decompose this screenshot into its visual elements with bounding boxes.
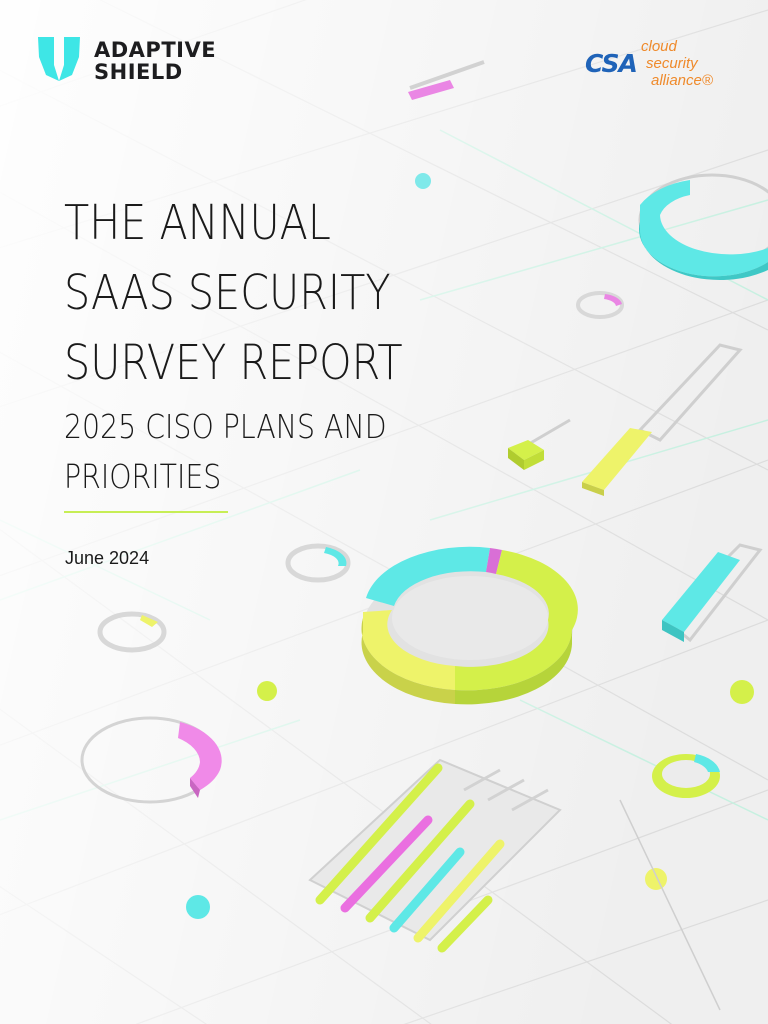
pink-bar-widget [408, 60, 485, 100]
donut-cyan-top-right [638, 173, 768, 281]
mini-ring-cyan-fill [324, 547, 347, 566]
csa-word-cloud: cloud [641, 38, 677, 55]
donut-chart-central [361, 546, 578, 705]
mini-ring-yellow [97, 611, 167, 653]
bar-chart-widget [308, 758, 562, 953]
mini-ring-pink [576, 291, 624, 319]
mini-ring-yellow-fill [140, 615, 158, 627]
report-date: June 2024 [65, 548, 150, 568]
csa-wordmark: cloud security alliance® [641, 38, 713, 89]
mini-ring-cyan [285, 543, 351, 583]
diagonal-line [619, 799, 721, 1011]
dot-cyan-small [415, 173, 431, 189]
adaptive-shield-logo: ADAPTIVE SHIELD [36, 35, 216, 87]
title-line-1: THE ANNUAL [64, 195, 331, 251]
dot-lime-right [730, 680, 754, 704]
mini-ring-pink-fill [604, 294, 622, 306]
accent-divider [64, 511, 228, 513]
brand-line-1: ADAPTIVE [94, 38, 217, 62]
dot-lime-left [257, 681, 277, 701]
report-subtitle: 2025 CISO PLANS AND PRIORITIES [64, 402, 425, 502]
adaptive-shield-wordmark: ADAPTIVE SHIELD [94, 39, 216, 83]
slot-bars [508, 343, 763, 643]
brand-line-2: SHIELD [94, 60, 183, 84]
title-line-3: SURVEY REPORT [64, 335, 403, 391]
donut-pink-left [80, 716, 222, 804]
report-title: THE ANNUAL SAAS SECURITY SURVEY REPORT [64, 188, 442, 398]
dot-cyan-bottom [186, 895, 210, 919]
donut-small-right [652, 754, 720, 798]
subtitle-line-1: 2025 CISO PLANS AND [64, 407, 387, 446]
title-line-2: SAAS SECURITY [64, 265, 391, 321]
csa-word-security: security [646, 55, 698, 72]
csa-word-alliance: alliance® [651, 72, 713, 89]
subtitle-line-2: PRIORITIES [64, 457, 222, 496]
dot-yellow-bottom [645, 868, 667, 890]
shield-icon [38, 37, 80, 81]
csa-logo: CSA cloud security alliance® [585, 38, 735, 93]
csa-letters: CSA [585, 49, 638, 78]
